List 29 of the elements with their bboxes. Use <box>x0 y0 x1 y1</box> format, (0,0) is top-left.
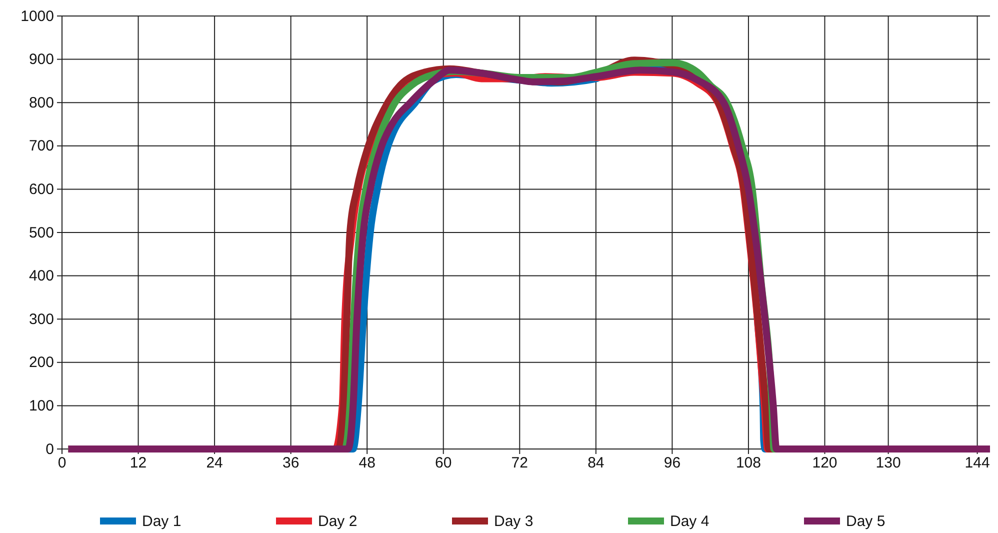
x-tick-label: 130 <box>876 454 901 472</box>
legend-label: Day 1 <box>142 513 182 530</box>
x-tick-label: 60 <box>435 454 452 472</box>
y-tick-label: 1000 <box>20 8 54 25</box>
x-tick-label: 108 <box>736 454 761 472</box>
y-tick-label: 500 <box>28 224 54 242</box>
legend-label: Day 5 <box>846 513 886 530</box>
y-tick-label: 800 <box>28 94 54 112</box>
legend-label: Day 2 <box>318 513 358 530</box>
x-tick-label: 36 <box>282 454 300 472</box>
x-tick-label: 48 <box>358 454 376 472</box>
x-tick-label: 72 <box>511 454 528 472</box>
x-tick-label: 96 <box>664 454 681 472</box>
x-tick-label: 144 <box>964 454 990 472</box>
x-tick-label: 84 <box>588 454 604 472</box>
y-tick-label: 600 <box>28 181 54 198</box>
x-tick-label: 24 <box>206 454 223 472</box>
x-tick-label: 12 <box>130 454 147 472</box>
x-tick-label: 120 <box>812 454 838 472</box>
y-tick-label: 300 <box>28 310 54 328</box>
legend-label: Day 3 <box>494 513 534 530</box>
y-tick-label: 0 <box>46 440 54 458</box>
y-tick-label: 900 <box>28 51 54 68</box>
y-tick-label: 700 <box>28 138 54 155</box>
x-tick-label: 0 <box>58 454 66 472</box>
y-tick-label: 200 <box>28 354 54 372</box>
legend-label: Day 4 <box>670 513 710 530</box>
y-tick-label: 400 <box>28 268 54 285</box>
y-tick-label: 100 <box>28 398 54 414</box>
